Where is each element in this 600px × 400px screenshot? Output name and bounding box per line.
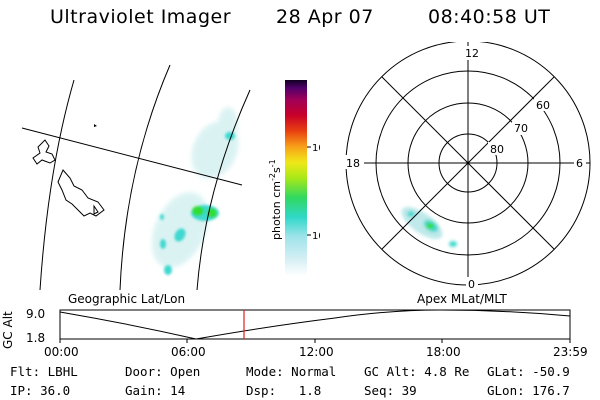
svg-text:photon cm-2s-1: photon cm-2s-1 [268, 159, 283, 240]
altitude-xtick-1: 06:00 [171, 345, 206, 359]
coastline [32, 139, 105, 217]
altitude-xtick-4: 23:59 [553, 345, 588, 359]
footer-mode: Mode: Normal [246, 364, 337, 379]
polar-grid [345, 42, 591, 286]
colorbar-unit-label: photon cm-2s-1 [268, 159, 283, 240]
mlt-label-0: 0 [468, 278, 475, 291]
footer-gc-alt: GC Alt: 4.8 Re [364, 364, 470, 379]
colorbar: 100 10 photon cm-2s-1 [268, 80, 320, 276]
lat-label-70: 70 [514, 122, 528, 135]
date-label: 28 Apr 07 [276, 6, 374, 28]
altitude-tick-max: 9.0 [26, 307, 45, 321]
altitude-x-ticks [59, 339, 571, 343]
polar-mlat-mlt-plot: 12 18 6 0 60 70 80 [344, 42, 591, 291]
island-marker [94, 124, 97, 127]
footer-glat: GLat: -50.9 [487, 364, 570, 379]
geographic-label: Geographic Lat/Lon [68, 292, 186, 306]
altitude-xtick-2: 12:00 [299, 345, 334, 359]
colorbar-tick-10: 10 [312, 231, 320, 242]
altitude-xtick-0: 00:00 [44, 345, 79, 359]
lat-label-60: 60 [536, 99, 550, 112]
aurora-image-geographic [151, 107, 239, 275]
colorbar-tick-100: 100 [312, 143, 320, 154]
lat-label-80: 80 [490, 143, 504, 156]
geographic-map [21, 64, 251, 290]
instrument-title: Ultraviolet Imager [50, 6, 232, 28]
altitude-curve [59, 309, 571, 340]
aurora-image-polar [401, 206, 457, 247]
altitude-plot-frame [59, 309, 571, 340]
footer-gain: Gain: 14 [125, 383, 186, 398]
time-label: 08:40:58 UT [428, 6, 551, 28]
svg-text:GC Alt: GC Alt [1, 311, 15, 349]
footer-door: Door: Open [125, 364, 201, 379]
mlt-label-6: 6 [576, 157, 583, 170]
apex-label: Apex MLat/MLT [417, 292, 507, 306]
footer-dsp: Dsp: 1.8 [246, 383, 322, 398]
mlt-label-18: 18 [346, 157, 360, 170]
mlt-label-12: 12 [465, 47, 479, 60]
latitude-line [21, 127, 243, 186]
footer-seq: Seq: 39 [364, 383, 417, 398]
meridian-lines [39, 64, 251, 290]
footer-ip: IP: 36.0 [10, 383, 71, 398]
altitude-xtick-3: 18:00 [426, 345, 461, 359]
altitude-tick-min: 1.8 [26, 331, 45, 345]
altitude-plot: GC Alt 9.0 1.8 00:00 06:00 12:00 18:00 2… [1, 307, 588, 359]
colorbar-scale [285, 80, 307, 276]
footer-glon: GLon: 176.7 [487, 383, 570, 398]
altitude-axis-label: GC Alt [1, 311, 15, 349]
footer-flt: Flt: LBHL [10, 364, 78, 379]
